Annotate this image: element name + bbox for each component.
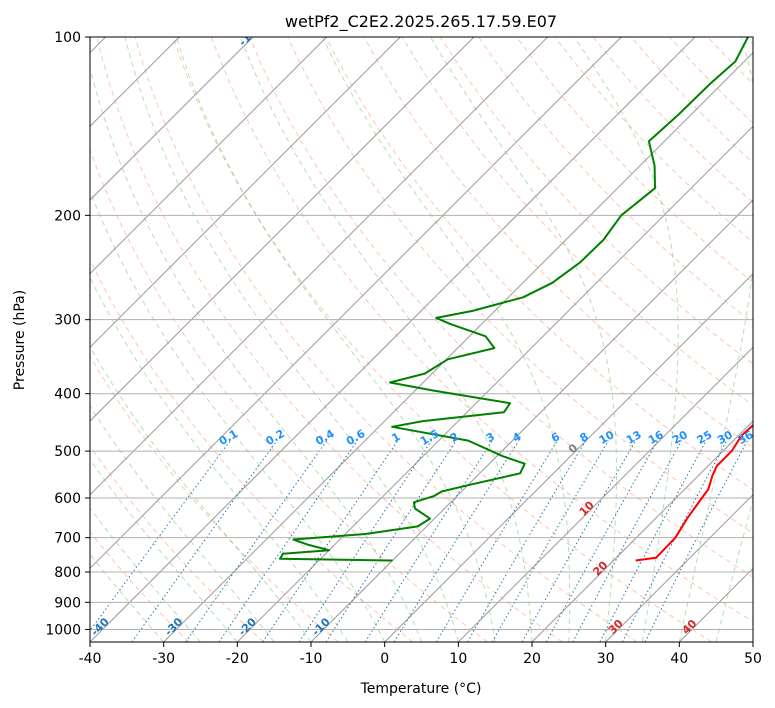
y-tick-label: 600 <box>54 491 81 507</box>
reference-lines <box>90 37 753 642</box>
isotherm-line <box>90 37 475 422</box>
moist-adiabat-line <box>90 345 312 642</box>
dry-adiabat-line <box>96 37 563 642</box>
isotherm-line <box>163 51 753 642</box>
plot-frame <box>89 36 754 643</box>
isotherm-line <box>90 37 696 642</box>
y-tick-label: 100 <box>54 30 81 46</box>
mixing-ratio-line <box>644 440 748 642</box>
moist-adiabat-line <box>239 37 533 642</box>
isotherm-line <box>90 37 401 349</box>
mixing-ratio-line <box>131 440 278 642</box>
x-tick-label: 30 <box>597 651 615 667</box>
dry-adiabat-line <box>90 531 190 642</box>
mixing-ratio-line <box>521 440 637 642</box>
y-axis-label: Pressure (hPa) <box>12 290 28 390</box>
y-tick-label: 200 <box>54 208 81 224</box>
moist-adiabat-line <box>90 405 275 642</box>
y-tick-label: 700 <box>54 531 81 547</box>
dry-adiabat-line <box>401 37 753 406</box>
moist-adiabat-line <box>175 37 496 642</box>
mixing-ratio-line <box>364 440 493 642</box>
mixing-ratio-line <box>185 440 328 642</box>
y-axis-ticks: 1000 900 800 700 600 500 400 300 200 100 <box>45 30 90 638</box>
moist-adiabat-line <box>90 189 386 642</box>
x-tick-label: 0 <box>380 651 389 667</box>
y-tick-label: 800 <box>54 565 81 581</box>
moist-adiabat-line <box>322 37 571 642</box>
dry-adiabat-line <box>90 148 488 642</box>
x-tick-label: 40 <box>670 651 688 667</box>
isotherm-line <box>90 37 622 570</box>
x-axis-label: Temperature (°C) <box>360 681 482 697</box>
dry-adiabat-line <box>134 37 638 642</box>
dry-adiabat-line <box>90 355 339 642</box>
mixing-ratio-line <box>90 440 231 632</box>
moist-adiabat-line <box>90 553 165 642</box>
mixing-ratio-line <box>262 440 399 642</box>
dry-adiabat-line <box>90 445 264 642</box>
x-tick-label: 50 <box>744 651 762 667</box>
dry-adiabat-line <box>249 37 753 578</box>
moist-adiabat-line <box>90 276 349 642</box>
isotherm-line <box>384 272 753 642</box>
x-tick-label: -30 <box>152 651 175 667</box>
dry-adiabat-line <box>210 37 753 623</box>
series-layer <box>279 37 753 562</box>
x-tick-label: -20 <box>226 651 249 667</box>
isotherm-line <box>90 37 549 496</box>
isotherm-line <box>310 199 753 642</box>
y-tick-label: 400 <box>54 387 81 403</box>
isotherm-line <box>531 420 753 642</box>
mixing-ratio-line <box>572 440 683 642</box>
moist-adiabat-line <box>90 65 422 642</box>
isotherm-line <box>90 37 328 275</box>
temperature-line <box>635 423 753 562</box>
y-tick-label: 1000 <box>45 622 81 638</box>
isotherm-line <box>236 125 753 642</box>
moist-adiabat-line <box>90 507 201 642</box>
x-axis-ticks: -40 -30 -20 -10 0 10 20 30 40 50 <box>79 642 762 667</box>
moist-adiabat-line <box>430 37 617 642</box>
dry-adiabat-line <box>439 37 753 365</box>
dry-adiabat-line <box>516 37 753 284</box>
mixing-ratio-label: 36 <box>736 428 756 447</box>
x-tick-label: -10 <box>300 651 323 667</box>
x-tick-label: -40 <box>79 651 102 667</box>
mixing-ratio-line <box>491 440 609 642</box>
chart-title: wetPf2_C2E2.2025.265.17.59.E07 <box>285 12 557 32</box>
dry-adiabat-line <box>172 37 712 642</box>
moist-adiabat-line <box>574 37 679 642</box>
isotherm-line <box>605 493 753 642</box>
mixing-ratio-line <box>467 440 587 642</box>
isotherm-line <box>457 346 753 642</box>
x-tick-label: 20 <box>523 651 541 667</box>
y-tick-label: 900 <box>54 595 81 611</box>
moist-adiabat-line <box>124 37 459 642</box>
mixing-ratio-line <box>435 440 558 642</box>
moist-adiabat-line <box>90 458 238 642</box>
mixing-ratio-line <box>393 440 520 642</box>
y-tick-label: 300 <box>54 313 81 329</box>
dewpoint-line <box>279 37 749 562</box>
isotherm-label: -100 <box>236 20 265 49</box>
mixing-ratio-line <box>545 440 659 642</box>
isotherm-line <box>90 37 254 201</box>
y-tick-label: 500 <box>54 444 81 460</box>
x-tick-label: 10 <box>449 651 467 667</box>
